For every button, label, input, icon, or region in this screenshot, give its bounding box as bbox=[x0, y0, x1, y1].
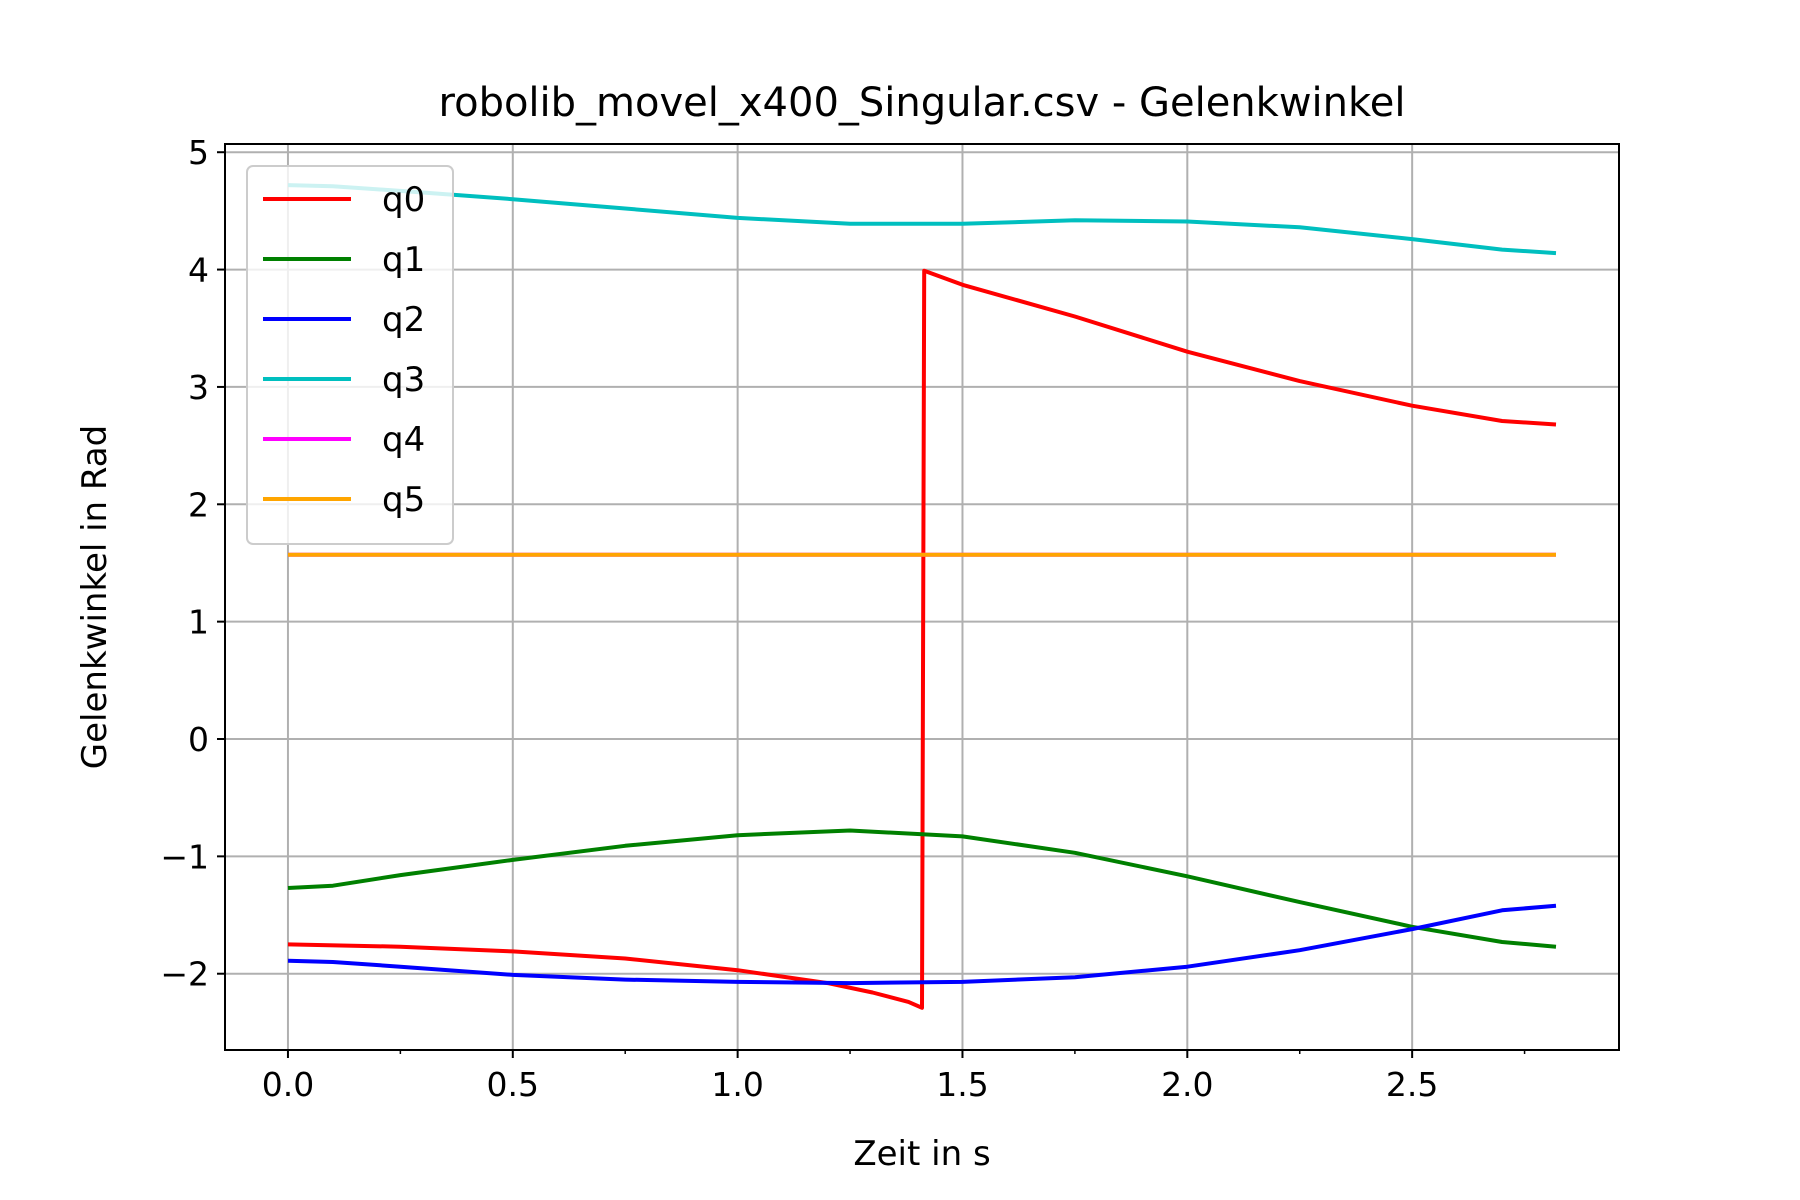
x-tick-label: 1.5 bbox=[936, 1065, 988, 1104]
chart-title: robolib_movel_x400_Singular.csv - Gelenk… bbox=[439, 80, 1406, 126]
y-tick-label: −2 bbox=[160, 955, 209, 994]
y-tick-label: 0 bbox=[188, 720, 209, 759]
series-line-q0 bbox=[287, 268, 1557, 1010]
legend-label-q0: q0 bbox=[382, 180, 425, 220]
legend-label-q3: q3 bbox=[382, 360, 425, 400]
y-tick-label: 2 bbox=[188, 485, 209, 524]
y-tick-label: −1 bbox=[160, 837, 209, 876]
y-tick-label: 3 bbox=[188, 368, 209, 407]
series-line-q2 bbox=[287, 903, 1557, 986]
x-tick-label: 0.0 bbox=[262, 1065, 314, 1104]
series-line-q1 bbox=[287, 828, 1557, 949]
x-axis-label: Zeit in s bbox=[853, 1134, 990, 1174]
x-tick-label: 1.0 bbox=[711, 1065, 763, 1104]
legend-label-q5: q5 bbox=[382, 480, 425, 520]
legend-label-q2: q2 bbox=[382, 300, 425, 340]
legend: q0 q1 q2 q3 q4 q5 bbox=[246, 165, 454, 545]
x-tick-label: 2.5 bbox=[1386, 1065, 1438, 1104]
y-tick-label: 5 bbox=[188, 133, 209, 172]
legend-label-q1: q1 bbox=[382, 240, 425, 280]
y-tick-label: 1 bbox=[188, 603, 209, 642]
y-axis-label: Gelenkwinkel in Rad bbox=[75, 425, 115, 769]
plot-frame bbox=[224, 143, 1620, 1051]
y-tick-label: 4 bbox=[188, 251, 209, 290]
x-tick-label: 2.0 bbox=[1161, 1065, 1213, 1104]
x-tick-label: 0.5 bbox=[487, 1065, 539, 1104]
legend-label-q4: q4 bbox=[382, 420, 425, 460]
ticks: 0.0 0.5 1.0 1.5 2.0 2.5 −2 −1 0 1 2 3 4 5 bbox=[160, 133, 1526, 1104]
